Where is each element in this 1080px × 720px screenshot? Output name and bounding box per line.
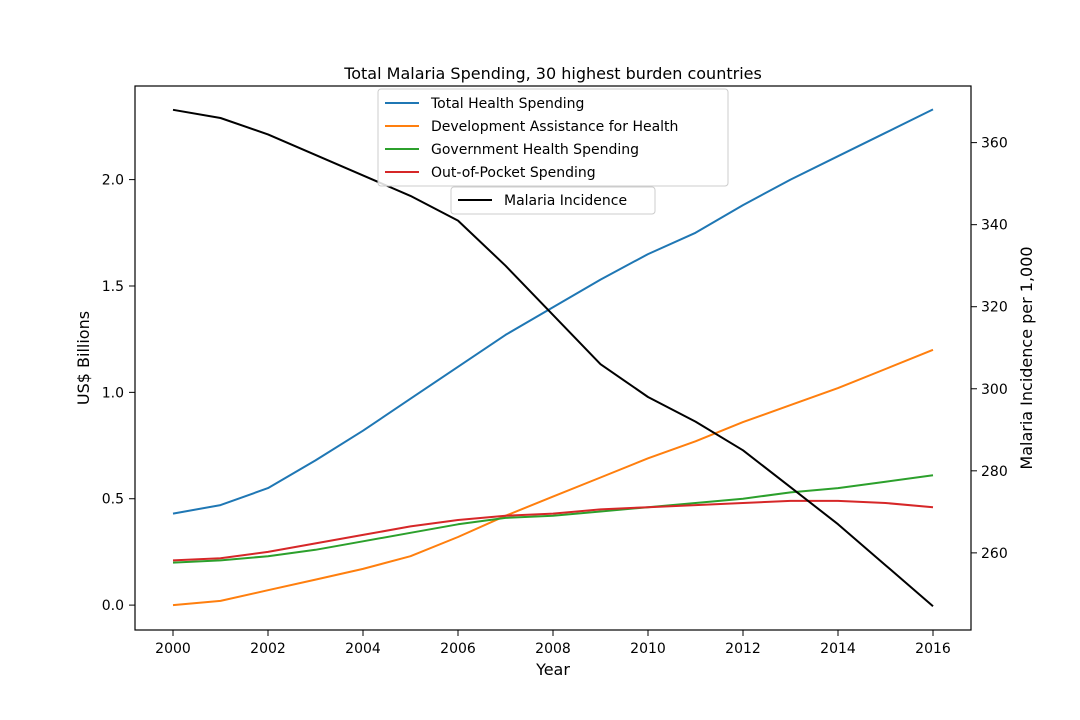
y2-tick-label: 260 (981, 546, 1008, 562)
y2-ticks: 260 280 300 320 340 360 (971, 136, 1008, 562)
y-tick-label: 1.5 (102, 279, 124, 295)
y-tick-label: 0.5 (102, 492, 124, 508)
x-tick-label: 2012 (725, 641, 761, 657)
series-line-out-of-pocket-spending (172, 499, 934, 562)
y-tick-label: 1.0 (102, 385, 124, 401)
x-tick-label: 2008 (535, 641, 571, 657)
x-tick-label: 2010 (630, 641, 666, 657)
legend-incidence: Malaria Incidence (450, 186, 656, 215)
legend-label: Total Health Spending (430, 96, 584, 112)
series-line-government-health-spending (172, 474, 934, 564)
x-tick-label: 2014 (820, 641, 856, 657)
y-axis-label: US$ Billions (74, 311, 93, 405)
chart-title: Total Malaria Spending, 30 highest burde… (343, 64, 762, 83)
legend-label: Malaria Incidence (504, 193, 627, 209)
x-tick-label: 2006 (440, 641, 476, 657)
y-ticks: 0.0 0.5 1.0 1.5 2.0 (102, 173, 135, 614)
y2-tick-label: 280 (981, 464, 1008, 480)
series-line-malaria-incidence (172, 108, 934, 607)
x-tick-label: 2000 (155, 641, 191, 657)
legend-label: Development Assistance for Health (431, 119, 678, 135)
series-line-total-health-spending (172, 108, 934, 515)
y-tick-label: 2.0 (102, 173, 124, 189)
legend-box (377, 88, 729, 187)
x-tick-label: 2016 (915, 641, 951, 657)
plot-frame (134, 85, 972, 631)
y2-tick-label: 360 (981, 136, 1008, 152)
y2-tick-label: 320 (981, 300, 1008, 316)
x-tick-label: 2004 (345, 641, 381, 657)
x-tick-label: 2002 (250, 641, 286, 657)
legend-label: Government Health Spending (431, 142, 639, 158)
x-axis-label: Year (535, 660, 570, 679)
series-line-development-assistance-for-health (172, 348, 934, 607)
y-tick-label: 0.0 (102, 598, 124, 614)
series-lines (172, 108, 934, 607)
y2-tick-label: 340 (981, 218, 1008, 234)
y2-axis-label: Malaria Incidence per 1,000 (1017, 246, 1036, 469)
legend-spending: Total Health Spending Development Assista… (377, 88, 729, 187)
legend-label: Out-of-Pocket Spending (431, 165, 596, 181)
x-ticks: 2000 2002 2004 2006 2008 2010 2012 2014 2016 (155, 630, 951, 657)
legend-box (450, 186, 656, 215)
y2-tick-label: 300 (981, 382, 1008, 398)
